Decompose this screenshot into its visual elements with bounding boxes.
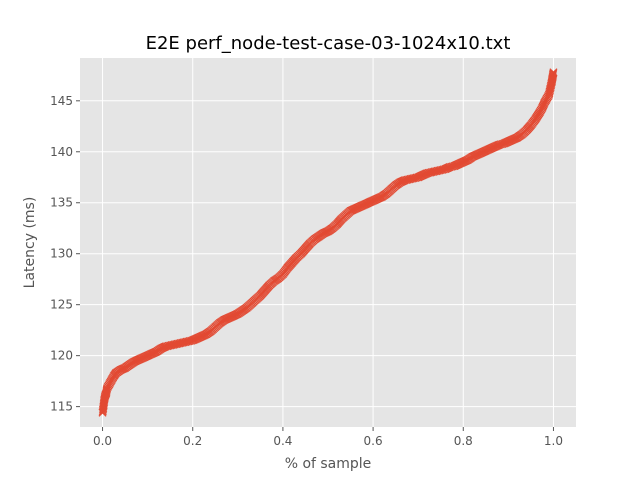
chart-title: E2E perf_node-test-case-03-1024x10.txt (146, 33, 511, 54)
x-tick-label: 0.6 (364, 434, 383, 448)
y-tick-label: 130 (50, 247, 73, 261)
data-series (98, 68, 558, 417)
x-tick-label: 0.2 (183, 434, 202, 448)
y-tick-label: 120 (50, 349, 73, 363)
x-tick-label: 0.0 (93, 434, 112, 448)
x-tick-label: 1.0 (544, 434, 563, 448)
y-tick-label: 125 (50, 298, 73, 312)
data-point-marker (549, 69, 558, 78)
data-point-marker (549, 68, 558, 77)
x-tick-label: 0.4 (273, 434, 292, 448)
y-tick-label: 140 (50, 145, 73, 159)
y-axis-label: Latency (ms) (22, 197, 38, 289)
plot-area (80, 58, 576, 427)
y-tick-label: 145 (50, 94, 73, 108)
axis-ticks: 0.0 0.2 0.4 0.6 0.8 1.0 115 120 125 130 135 140 145 (50, 94, 563, 448)
data-point-marker (548, 70, 558, 79)
grid (80, 58, 576, 427)
x-tick-label: 0.8 (454, 434, 473, 448)
y-tick-label: 135 (50, 196, 73, 210)
data-point-marker (102, 385, 111, 394)
y-tick-label: 115 (50, 400, 73, 414)
x-axis-label: % of sample (285, 456, 372, 472)
